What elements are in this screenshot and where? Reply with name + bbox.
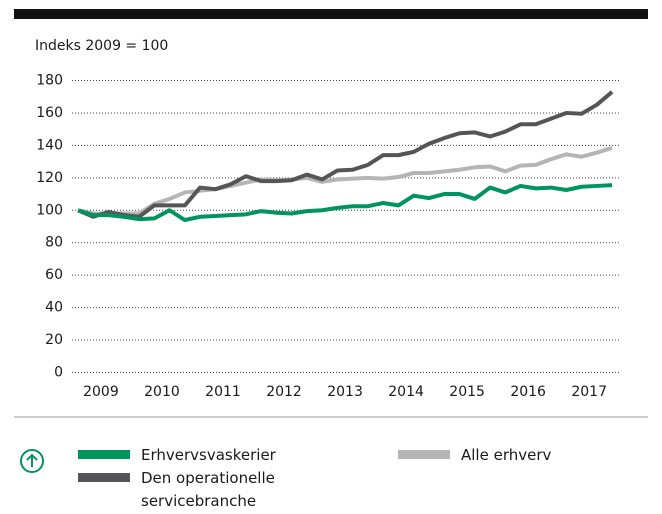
legend-swatch — [78, 450, 130, 459]
y-tick-label: 100 — [36, 202, 63, 218]
series-line — [77, 183, 613, 223]
y-tick-label: 180 — [36, 73, 63, 89]
x-tick-label: 2017 — [571, 384, 607, 400]
x-tick-label: 2009 — [83, 384, 119, 400]
x-tick-label: 2013 — [327, 384, 363, 400]
y-tick-label: 0 — [54, 365, 63, 381]
x-tick-label: 2012 — [266, 384, 302, 400]
y-tick-label: 120 — [36, 170, 63, 186]
top-bar — [14, 9, 648, 19]
scroll-top-icon[interactable] — [20, 449, 44, 473]
legend-label: Erhvervsvaskerier — [141, 446, 276, 464]
y-tick-label: 40 — [45, 300, 63, 316]
y-tick-label: 80 — [45, 235, 63, 251]
y-tick-label: 60 — [45, 267, 63, 283]
y-axis-label: Indeks 2009 = 100 — [35, 38, 168, 54]
y-tick-label: 140 — [36, 137, 63, 153]
legend-label: Alle erhverv — [461, 446, 552, 464]
x-tick-label: 2011 — [205, 384, 241, 400]
x-tick-label: 2014 — [388, 384, 424, 400]
series-line — [77, 145, 613, 216]
legend-label: Den operationelle servicebranche — [141, 469, 275, 510]
legend-swatch — [398, 450, 450, 459]
series-line — [77, 90, 614, 219]
x-tick-label: 2010 — [144, 384, 180, 400]
x-tick-label: 2016 — [510, 384, 546, 400]
y-tick-label: 160 — [36, 105, 63, 121]
legend-swatch — [78, 473, 130, 482]
y-tick-label: 20 — [45, 332, 63, 348]
x-tick-label: 2015 — [449, 384, 485, 400]
